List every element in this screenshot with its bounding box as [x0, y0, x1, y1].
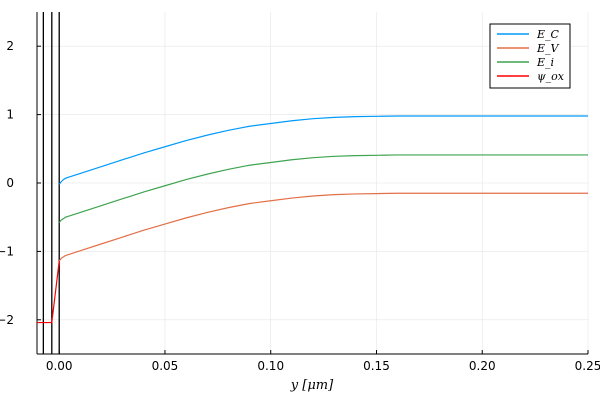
y-tick-label: 1 — [6, 108, 14, 122]
series-line-E_i — [58, 154, 588, 224]
series-line-E_C — [58, 115, 588, 185]
x-tick-label: 0.25 — [575, 359, 600, 373]
vertical-lines — [42, 12, 60, 354]
x-tick-label: 0.10 — [257, 359, 284, 373]
x-tick-label: 0.00 — [46, 359, 73, 373]
series-line-ψ_ox — [37, 260, 60, 324]
series-line-E_V — [58, 192, 588, 262]
legend-label: E_C — [536, 28, 560, 41]
x-axis-label: y [μm] — [290, 378, 334, 393]
series-lines — [37, 115, 588, 324]
legend-label: E_V — [536, 42, 560, 55]
y-tick-label: 2 — [6, 39, 14, 53]
y-tick-label: −1 — [0, 244, 14, 258]
x-tick-label: 0.05 — [152, 359, 179, 373]
y-tick-label: 0 — [6, 176, 14, 190]
legend-label: E_i — [536, 56, 554, 69]
x-tick-label: 0.20 — [469, 359, 496, 373]
x-tick-label: 0.15 — [363, 359, 390, 373]
x-ticks: 0.00 0.05 0.10 0.15 0.20 0.25 — [46, 350, 600, 373]
y-tick-label: −2 — [0, 313, 14, 327]
legend-label: ψ_ox — [537, 70, 565, 83]
legend: E_CE_VE_iψ_ox — [489, 23, 571, 89]
y-ticks: −2 −1 0 1 2 — [0, 39, 41, 327]
grid — [37, 12, 589, 354]
